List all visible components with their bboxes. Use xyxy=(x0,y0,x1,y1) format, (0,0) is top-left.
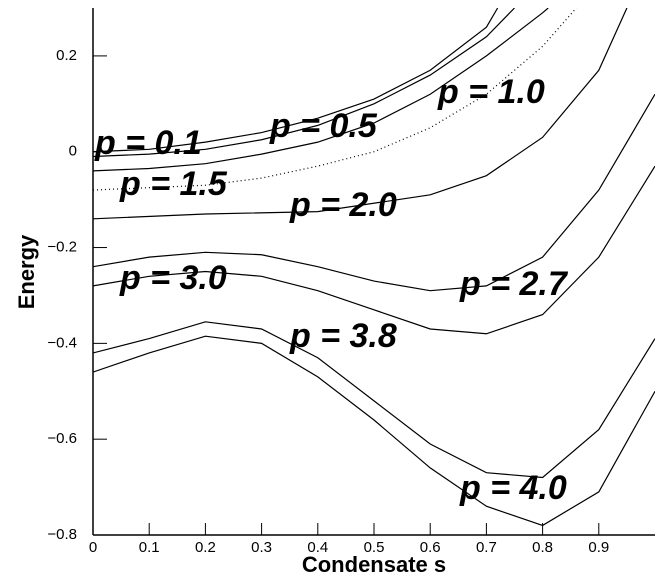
y-tick-label: 0 xyxy=(69,143,77,160)
x-tick-label: 0.4 xyxy=(307,539,328,556)
x-tick-label: 0.5 xyxy=(364,539,385,556)
y-tick-label: −0.8 xyxy=(47,526,77,543)
x-tick-label: 0.1 xyxy=(139,539,160,556)
series-line xyxy=(93,8,515,158)
x-tick-label: 0.8 xyxy=(532,539,553,556)
curve-label: p = 1.0 xyxy=(437,73,545,111)
curve-label: p = 0.5 xyxy=(269,107,378,145)
y-tick-label: 0.2 xyxy=(56,47,77,64)
series-line xyxy=(93,165,655,335)
series-line xyxy=(93,93,655,292)
x-tick-label: 0.6 xyxy=(420,539,441,556)
curve-label: p = 2.0 xyxy=(289,186,397,224)
y-tick-label: −0.2 xyxy=(47,239,77,256)
curve-label: p = 3.8 xyxy=(289,317,397,355)
curve-label: p = 4.0 xyxy=(459,469,567,507)
series-line xyxy=(93,335,655,527)
curve-label: p = 3.0 xyxy=(119,259,227,297)
x-tick-label: 0.3 xyxy=(251,539,272,556)
series-line xyxy=(93,8,628,220)
x-tick-label: 0.9 xyxy=(588,539,609,556)
plot-area xyxy=(93,8,655,527)
y-tick-label: −0.4 xyxy=(47,334,77,351)
series-line xyxy=(93,8,499,153)
y-axis-label: Energy xyxy=(14,234,39,309)
series-line xyxy=(93,8,549,172)
x-axis-label: Condensate s xyxy=(302,552,446,577)
series-line xyxy=(93,8,577,191)
curve-label: p = 0.1 xyxy=(94,124,202,162)
x-tick-label: 0.7 xyxy=(476,539,497,556)
x-tick-label: 0.2 xyxy=(195,539,216,556)
x-tick-label: 0 xyxy=(89,539,97,556)
curve-label: p = 1.5 xyxy=(119,165,228,203)
y-tick-label: −0.6 xyxy=(47,430,77,447)
curve-label: p = 2.7 xyxy=(459,265,569,303)
series-line xyxy=(93,321,655,479)
